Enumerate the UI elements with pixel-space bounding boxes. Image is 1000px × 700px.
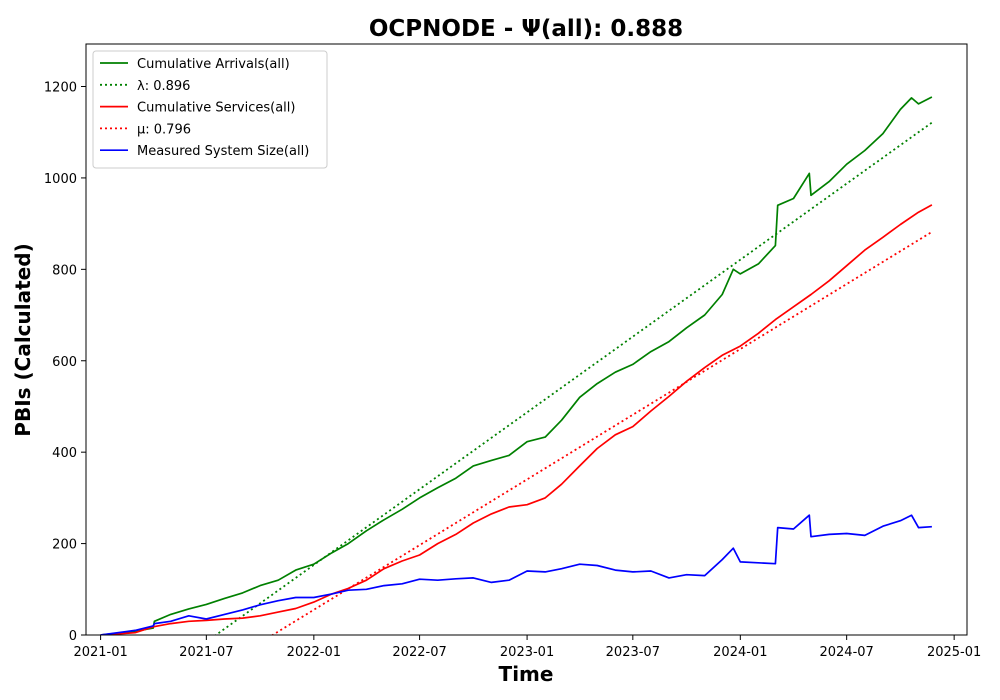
- legend-label: Cumulative Arrivals(all): [137, 57, 290, 72]
- y-tick-label: 0: [69, 629, 77, 644]
- x-tick-label: 2024-01: [713, 645, 767, 660]
- y-tick-label: 800: [52, 263, 77, 278]
- y-tick-label: 200: [52, 538, 77, 553]
- x-tick-label: 2021-07: [179, 645, 233, 660]
- y-axis: 0 200 400 600 800 1000 1200: [44, 81, 86, 644]
- x-tick-label: 2023-01: [500, 645, 554, 660]
- y-tick-label: 400: [52, 446, 77, 461]
- y-axis-title: PBIs (Calculated): [11, 243, 35, 436]
- legend-box: [92, 50, 328, 169]
- x-tick-label: 2022-01: [287, 645, 341, 660]
- x-tick-label: 2025-01: [927, 645, 981, 660]
- x-tick-label: 2021-01: [73, 645, 127, 660]
- x-axis-title: Time: [499, 662, 554, 686]
- y-tick-label: 600: [52, 355, 77, 370]
- series-line-5-measured-system-size-all: [100, 514, 932, 635]
- x-tick-label: 2024-07: [819, 645, 873, 660]
- y-tick-label: 1200: [44, 81, 77, 96]
- series-line-1-cumulative-arrivals-all: [100, 96, 933, 635]
- x-axis: 2021-01 2021-07 2022-01 2022-07 2023-01 2023-…: [73, 635, 981, 660]
- series-line-4-0-796: [271, 231, 933, 635]
- y-tick-label: 1000: [44, 172, 77, 187]
- legend-label: Measured System Size(all): [137, 144, 309, 159]
- legend-label: λ: 0.896: [137, 79, 190, 94]
- chart-title: OCPNODE - Ψ(all): 0.888: [369, 16, 683, 42]
- series-line-2-0-896: [214, 121, 933, 635]
- legend: Cumulative Arrivals(all) λ: 0.896 Cumulati…: [92, 50, 328, 169]
- legend-label: μ: 0.796: [137, 122, 191, 137]
- series-layer: [100, 96, 933, 635]
- legend-label: Cumulative Services(all): [137, 101, 295, 116]
- x-tick-label: 2022-07: [392, 645, 446, 660]
- plot-frame: [85, 43, 968, 636]
- x-tick-label: 2023-07: [606, 645, 660, 660]
- series-line-3-cumulative-services-all: [100, 204, 933, 635]
